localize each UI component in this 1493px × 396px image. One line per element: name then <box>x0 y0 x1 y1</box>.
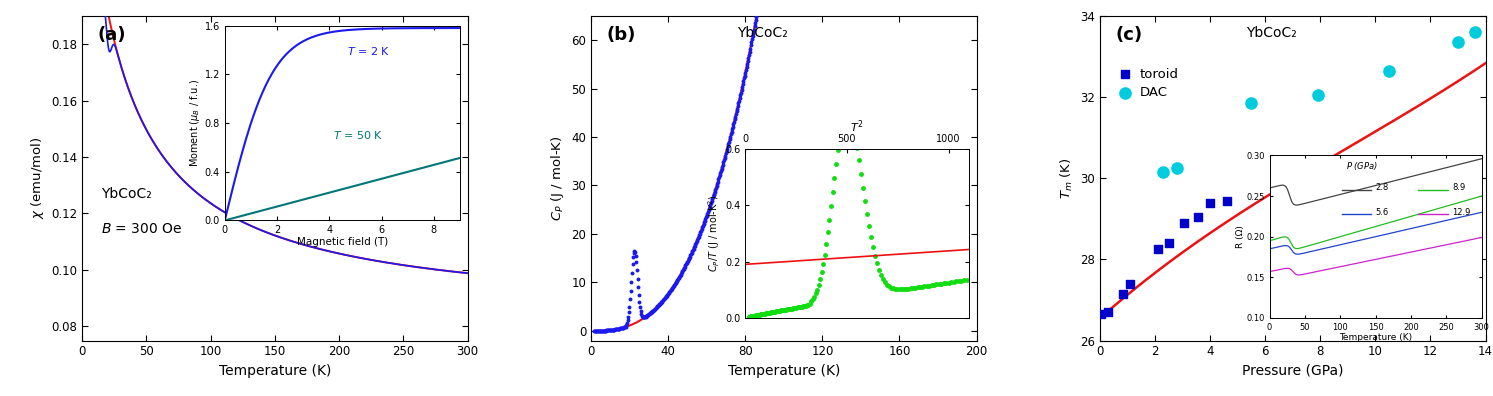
Text: (c): (c) <box>1115 26 1142 44</box>
Y-axis label: $\chi$ (emu/mol): $\chi$ (emu/mol) <box>28 137 46 219</box>
toroid <box>1111 291 1135 297</box>
DAC <box>1239 100 1263 106</box>
Text: (b): (b) <box>606 26 636 44</box>
X-axis label: Temperature (K): Temperature (K) <box>727 364 841 378</box>
DAC <box>1377 67 1400 74</box>
toroid <box>1090 311 1114 317</box>
DAC <box>1165 165 1188 171</box>
DAC <box>1305 92 1329 98</box>
Text: YbCoC₂: YbCoC₂ <box>738 26 788 40</box>
Text: $B$ = 300 Oe: $B$ = 300 Oe <box>102 223 184 236</box>
toroid <box>1145 246 1169 252</box>
X-axis label: Pressure (GPa): Pressure (GPa) <box>1242 364 1344 378</box>
toroid <box>1215 197 1239 204</box>
toroid <box>1172 220 1196 226</box>
toroid <box>1096 309 1120 315</box>
X-axis label: Temperature (K): Temperature (K) <box>218 364 331 378</box>
toroid <box>1185 213 1209 220</box>
DAC <box>1151 169 1175 175</box>
DAC <box>1447 39 1471 46</box>
Text: (a): (a) <box>97 26 125 44</box>
toroid <box>1199 200 1223 206</box>
Text: YbCoC₂: YbCoC₂ <box>1247 26 1297 40</box>
Y-axis label: $C_P$ (J / mol-K): $C_P$ (J / mol-K) <box>549 135 566 221</box>
toroid <box>1157 240 1181 246</box>
Legend: toroid, DAC: toroid, DAC <box>1118 68 1178 99</box>
toroid <box>1118 280 1142 287</box>
Text: YbCoC₂: YbCoC₂ <box>102 187 152 201</box>
DAC <box>1463 29 1487 35</box>
Y-axis label: $T_m$ (K): $T_m$ (K) <box>1059 158 1075 199</box>
